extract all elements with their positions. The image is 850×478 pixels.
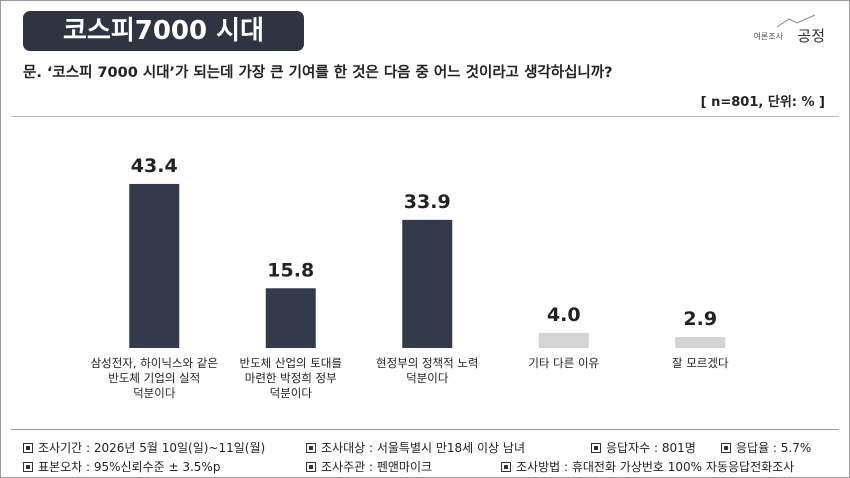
logo: 공정 [797, 27, 825, 45]
bullet [306, 443, 316, 453]
value-label: 33.9 [404, 191, 451, 213]
header-title: 코스피7000 시대 [23, 11, 304, 51]
bar [675, 337, 726, 348]
x-tick-label: 삼성전자, 하이닉스와 같은 반도체 기업의 실적 덕분이다 [90, 356, 218, 400]
footnote: 조사주관 : 펜앤마이크 [306, 458, 432, 475]
bullet [501, 462, 511, 472]
bar [538, 332, 589, 348]
question: 문. ‘코스피 7000 시대’가 되는데 가장 큰 기여를 한 것은 다음 중… [23, 65, 613, 81]
footnote-text: 조사대상 : 서울특별시 만18세 이상 남녀 [321, 441, 525, 455]
sample-note: [ n=801, 단위: % ] [700, 95, 825, 110]
x-tick-label: 반도체 산업의 토대를 마련한 박정희 정부 덕분이다 [239, 356, 343, 400]
footnote-text: 응답자수 : 801명 [606, 441, 696, 455]
bullet [306, 462, 316, 472]
x-tick-label: 기타 다른 이유 [528, 356, 600, 370]
divider [11, 429, 839, 430]
chart: 43.4 15.8 33.9 4.0 2.9 [129, 155, 726, 348]
value-label: 4.0 [547, 304, 581, 326]
value-label: 43.4 [131, 155, 178, 177]
bullet [721, 443, 731, 453]
footnote: 응답율 : 5.7% [721, 439, 811, 456]
footnote: 조사대상 : 서울특별시 만18세 이상 남녀 [306, 439, 525, 456]
footnote: 응답자수 : 801명 [591, 439, 696, 456]
bar [402, 219, 453, 348]
x-tick-label: 현정부의 정책적 노력 덕분이다 [375, 356, 479, 385]
footnote-text: 응답율 : 5.7% [736, 441, 812, 455]
bullet [23, 443, 33, 453]
logo-icon [776, 14, 816, 28]
bullet [23, 462, 33, 472]
value-label: 2.9 [683, 308, 717, 330]
value-label: 15.8 [267, 259, 314, 281]
divider [11, 116, 839, 117]
logo-small: 여론조사 [753, 32, 783, 41]
footnote: 표본오차 : 95%신뢰수준 ± 3.5%p [23, 458, 220, 475]
bullet [591, 443, 601, 453]
bar [129, 183, 180, 348]
bar [265, 288, 316, 348]
footnote-text: 조사기간 : 2026년 5월 10일(일)~11일(월) [38, 441, 266, 455]
footnote-text: 조사방법 : 휴대전화 가상번호 100% 자동응답전화조사 [516, 460, 795, 474]
footnote-text: 표본오차 : 95%신뢰수준 ± 3.5%p [38, 460, 221, 474]
footnote: 조사방법 : 휴대전화 가상번호 100% 자동응답전화조사 [501, 458, 794, 475]
footnote: 조사기간 : 2026년 5월 10일(일)~11일(월) [23, 439, 265, 456]
x-tick-label: 잘 모르겠다 [671, 356, 729, 370]
footnote-text: 조사주관 : 펜앤마이크 [321, 460, 433, 474]
